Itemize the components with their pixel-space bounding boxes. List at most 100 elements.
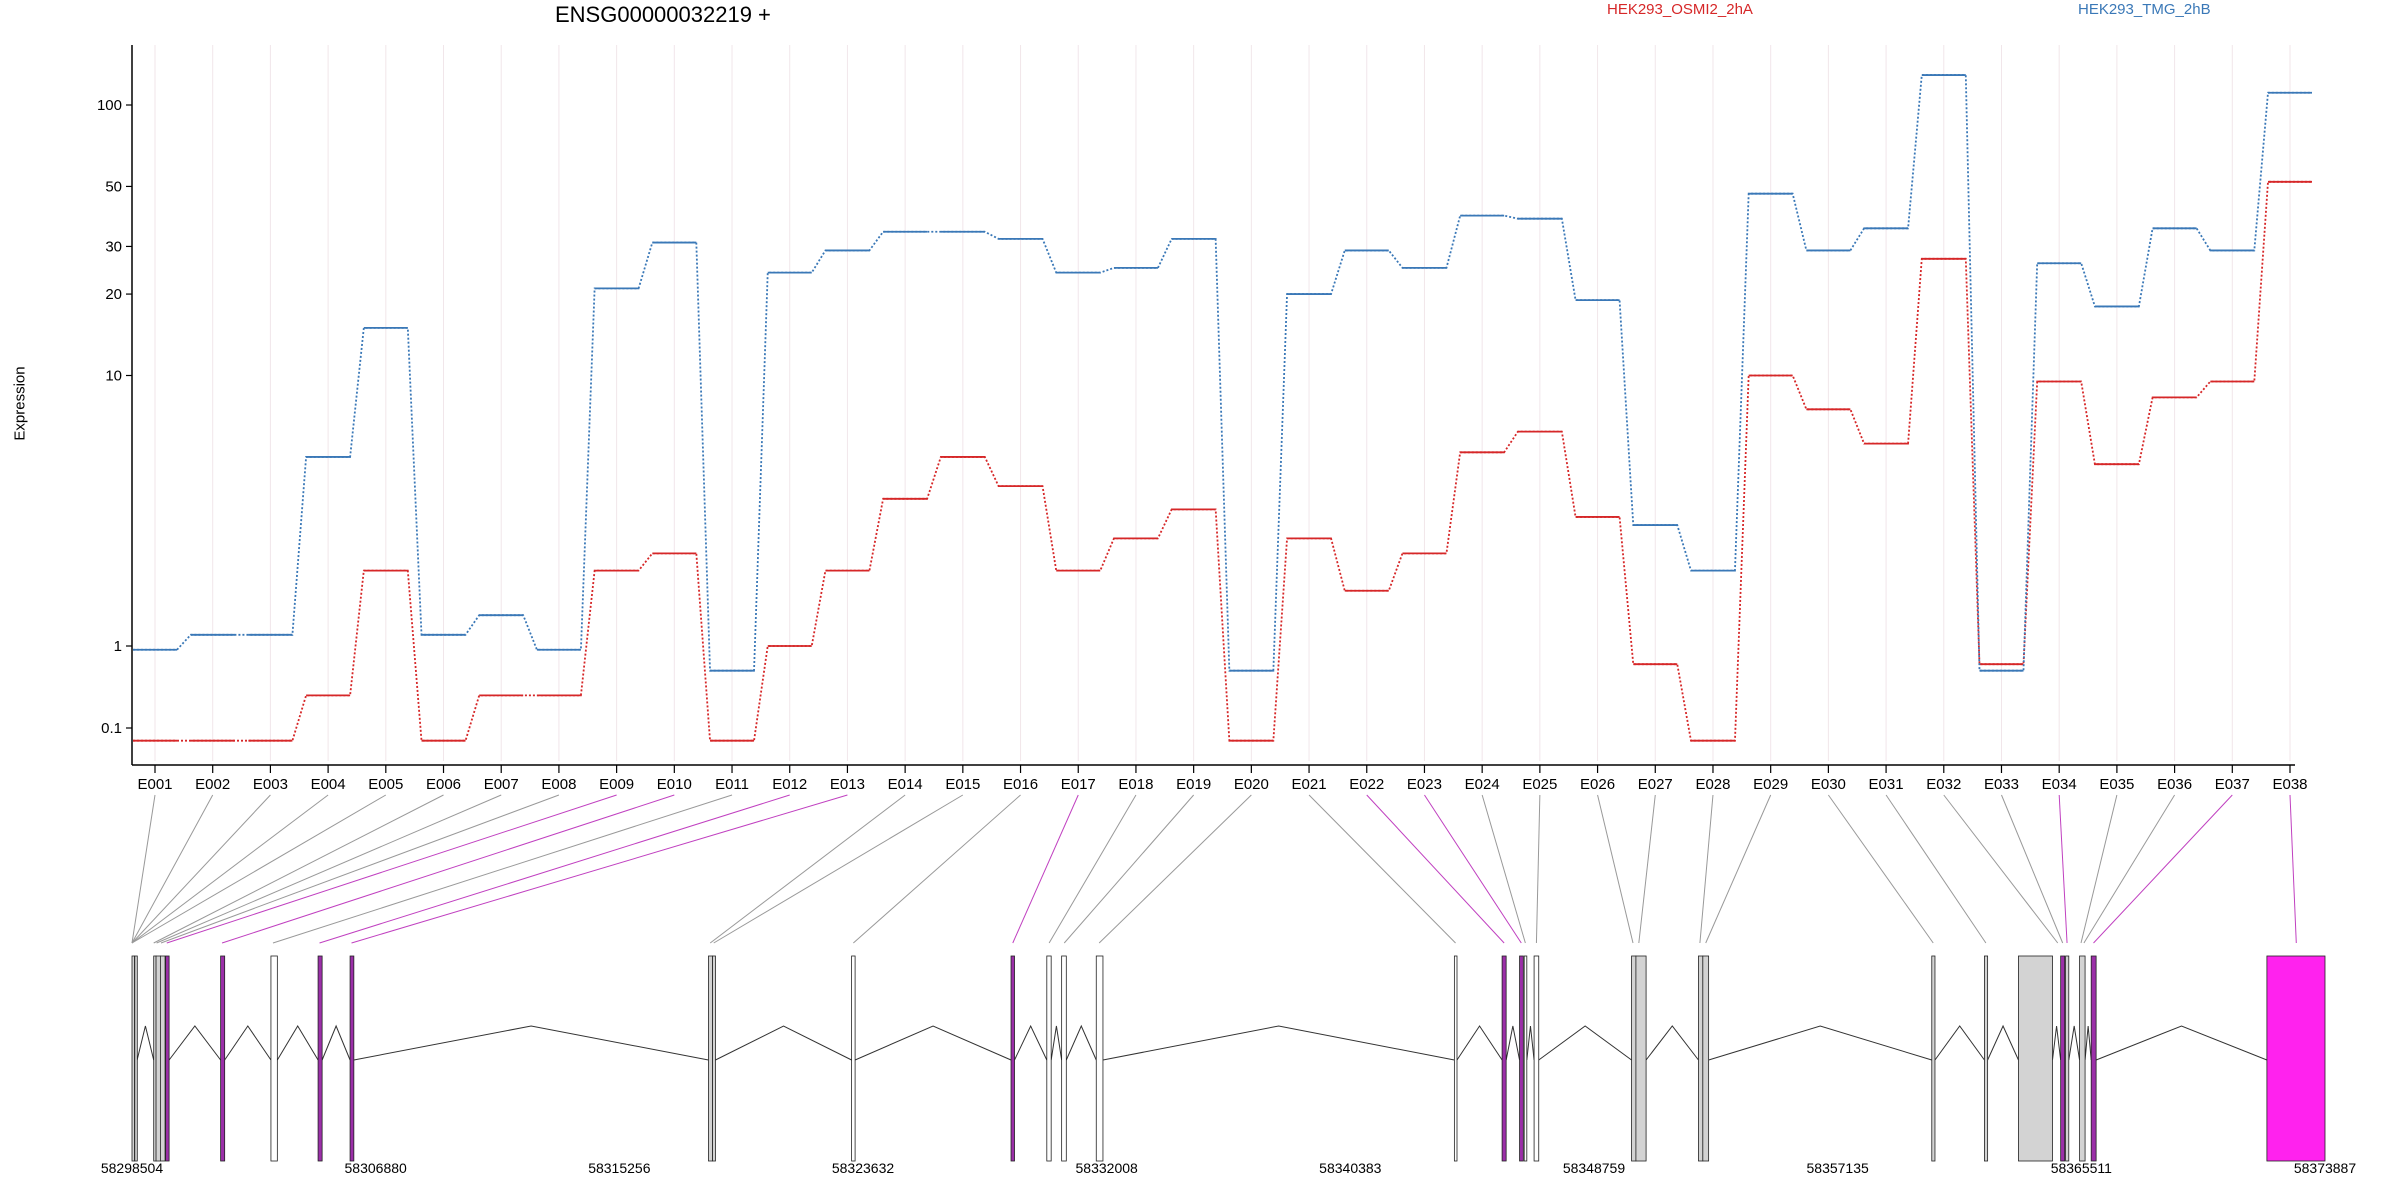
intron bbox=[854, 1025, 1012, 1061]
exon-box bbox=[1519, 955, 1524, 1162]
x-tick-label: E017 bbox=[1061, 776, 1096, 793]
exon-link bbox=[1048, 794, 1137, 944]
y-tick-label: 1 bbox=[114, 638, 122, 655]
x-tick-label: E010 bbox=[657, 776, 692, 793]
coordinate-label: 58323632 bbox=[832, 1160, 895, 1176]
x-tick-label: E020 bbox=[1234, 776, 1269, 793]
exon-box bbox=[2079, 955, 2086, 1162]
x-tick-label: E005 bbox=[368, 776, 403, 793]
exon-box bbox=[165, 955, 170, 1162]
exon-link bbox=[1885, 794, 1987, 944]
exon-link bbox=[1366, 794, 1505, 944]
exon-box bbox=[1501, 955, 1507, 1162]
intron bbox=[1645, 1025, 1699, 1061]
x-tick-label: E001 bbox=[137, 776, 172, 793]
x-tick-label: E022 bbox=[1349, 776, 1384, 793]
series-line bbox=[133, 180, 2312, 742]
intron bbox=[1065, 1024, 1097, 1061]
coordinate-label: 58298504 bbox=[101, 1160, 164, 1176]
intron bbox=[1987, 1024, 2019, 1061]
exon-box bbox=[1523, 955, 1528, 1162]
exon-box bbox=[1631, 955, 1637, 1162]
exon-box bbox=[155, 955, 161, 1162]
intron bbox=[1505, 1025, 1521, 1061]
exon-link bbox=[351, 794, 848, 944]
exon-link bbox=[1827, 794, 1934, 944]
legend-series-a: HEK293_OSMI2_2hA bbox=[1607, 1, 1753, 18]
x-tick-label: E011 bbox=[715, 776, 749, 793]
y-tick-label: 50 bbox=[105, 178, 122, 195]
exon-link bbox=[709, 794, 906, 944]
exon-link bbox=[131, 794, 387, 944]
intron bbox=[1526, 1025, 1535, 1061]
y-tick-label: 0.1 bbox=[101, 720, 122, 737]
x-tick-label: E033 bbox=[1984, 776, 2019, 793]
x-tick-label: E008 bbox=[541, 776, 576, 793]
exon-box bbox=[131, 955, 135, 1162]
x-tick-label: E028 bbox=[1695, 776, 1730, 793]
coordinate-label: 58315256 bbox=[588, 1160, 651, 1176]
intron bbox=[1014, 1024, 1048, 1061]
exon-box bbox=[1635, 955, 1647, 1162]
exon-link bbox=[1098, 794, 1252, 944]
x-tick-label: E019 bbox=[1176, 776, 1211, 793]
exon-link bbox=[2093, 794, 2233, 944]
exon-box bbox=[708, 955, 713, 1162]
coordinate-label: 58340383 bbox=[1319, 1160, 1382, 1176]
coordinate-label: 58357135 bbox=[1807, 1160, 1870, 1176]
coordinate-label: 58332008 bbox=[1076, 1160, 1139, 1176]
exon-link bbox=[1699, 794, 1714, 944]
chart-title: ENSG00000032219 + bbox=[555, 2, 771, 27]
intron bbox=[1050, 1025, 1063, 1061]
exon-link bbox=[156, 794, 502, 944]
intron bbox=[321, 1024, 351, 1061]
intron bbox=[136, 1025, 155, 1061]
exon-box bbox=[134, 955, 138, 1162]
x-tick-label: E035 bbox=[2099, 776, 2134, 793]
exon-link bbox=[131, 794, 156, 944]
x-tick-label: E038 bbox=[2272, 776, 2307, 793]
intron bbox=[224, 1025, 272, 1061]
coordinate-label: 58348759 bbox=[1563, 1160, 1626, 1176]
intron bbox=[276, 1025, 319, 1061]
exon-link bbox=[1012, 794, 1079, 944]
x-tick-label: E015 bbox=[945, 776, 980, 793]
coordinate-label: 58306880 bbox=[345, 1160, 408, 1176]
exon-link bbox=[153, 794, 444, 944]
exon-box bbox=[1931, 955, 1936, 1162]
exon-box bbox=[317, 955, 323, 1162]
exon-box bbox=[1061, 955, 1067, 1162]
exon-link bbox=[131, 794, 271, 944]
x-tick-label: E032 bbox=[1926, 776, 1961, 793]
exon-box bbox=[1533, 955, 1540, 1162]
exon-link bbox=[1705, 794, 1772, 944]
exon-box bbox=[159, 955, 166, 1162]
x-tick-label: E004 bbox=[311, 776, 346, 793]
exon-link bbox=[853, 794, 1021, 944]
intron bbox=[2068, 1025, 2081, 1061]
exon-box bbox=[1046, 955, 1052, 1162]
intron bbox=[2084, 1025, 2092, 1061]
x-tick-label: E007 bbox=[484, 776, 519, 793]
exon-link bbox=[2080, 794, 2118, 944]
series-HEK293_OSMI2_2hA bbox=[133, 180, 2312, 742]
x-tick-label: E036 bbox=[2157, 776, 2192, 793]
x-tick-label: E024 bbox=[1465, 776, 1500, 793]
x-tick-label: E018 bbox=[1118, 776, 1153, 793]
x-tick-label: E034 bbox=[2042, 776, 2077, 793]
exon-link bbox=[1943, 794, 2059, 944]
x-tick-label: E003 bbox=[253, 776, 288, 793]
series-HEK293_TMG_2hB bbox=[133, 74, 2312, 672]
exon-link bbox=[1308, 794, 1456, 944]
x-tick-label: E021 bbox=[1292, 776, 1327, 793]
exon-box bbox=[1010, 955, 1015, 1162]
x-tick-label: E016 bbox=[1003, 776, 1038, 793]
exon-link bbox=[2001, 794, 2064, 944]
intron bbox=[1102, 1025, 1455, 1061]
x-tick-label: E027 bbox=[1638, 776, 1673, 793]
exon-link bbox=[1597, 794, 1634, 944]
exon-link bbox=[1481, 794, 1526, 944]
exon-link bbox=[221, 794, 675, 944]
exon-link bbox=[2083, 794, 2176, 944]
exon-box bbox=[1453, 955, 1458, 1162]
